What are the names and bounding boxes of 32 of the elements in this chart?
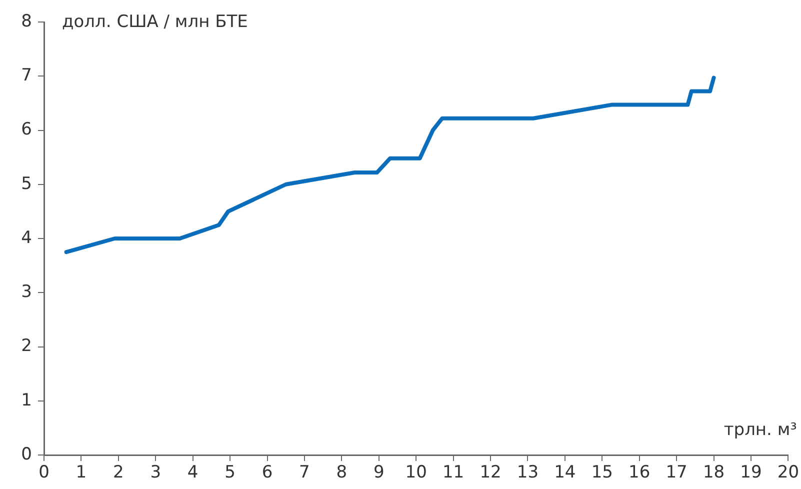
y-tick-label: 1: [21, 390, 32, 410]
x-tick-label: 15: [591, 462, 613, 483]
y-tick-label: 0: [21, 444, 32, 464]
x-tick-label: 0: [38, 462, 50, 483]
x-tick-label: 17: [666, 462, 688, 483]
y-tick-label: 6: [21, 120, 32, 140]
y-tick-label: 3: [21, 282, 32, 302]
y-tick-label: 5: [21, 174, 32, 194]
x-tick-label: 6: [262, 462, 273, 483]
x-axis-title: трлн. м³: [724, 420, 797, 440]
x-tick-label: 9: [373, 462, 384, 483]
x-tick-label: 10: [405, 462, 427, 483]
y-axis-title: долл. США / млн БТЕ: [62, 12, 248, 32]
x-tick-label: 14: [554, 462, 576, 483]
x-tick-label: 1: [76, 462, 87, 483]
x-tick-label: 16: [628, 462, 650, 483]
x-tick-label: 4: [187, 462, 198, 483]
y-tick-label: 8: [21, 11, 32, 32]
y-tick-label: 2: [21, 336, 32, 356]
x-tick-label: 7: [299, 462, 310, 483]
x-tick-label: 12: [480, 462, 502, 483]
x-tick-label: 19: [740, 462, 762, 483]
x-tick-label: 20: [777, 462, 800, 483]
x-tick-label: 13: [516, 462, 539, 483]
x-tick-label: 2: [113, 462, 124, 483]
x-tick-label: 3: [150, 462, 162, 483]
y-tick-label: 7: [21, 66, 32, 86]
x-tick-label: 11: [442, 462, 464, 483]
y-tick-label: 4: [21, 228, 32, 248]
x-tick-label: 5: [224, 462, 236, 483]
x-tick-label: 8: [336, 462, 348, 483]
x-tick-label: 18: [702, 462, 725, 483]
